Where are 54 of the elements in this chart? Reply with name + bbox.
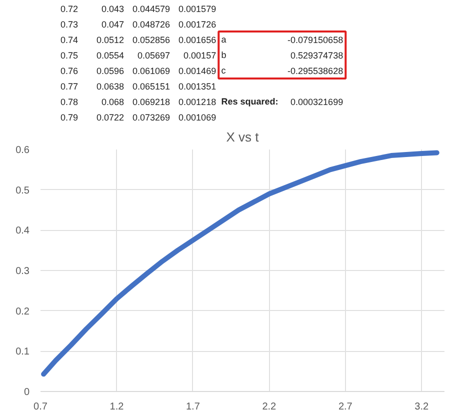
y-tick-label: 0.2 [16, 306, 30, 318]
x-tick-label: 0.7 [34, 402, 48, 412]
x-tick-label: 3.2 [414, 402, 430, 412]
text: 0.0596 [96, 66, 124, 76]
text: -0.295538628 [288, 66, 344, 76]
text: -0.079150658 [288, 35, 344, 45]
text: 0.001218 [178, 97, 216, 107]
text: Res squared: [221, 96, 278, 106]
text: 0.044579 [132, 4, 170, 14]
text: 0.001656 [178, 35, 216, 45]
text: 0.0554 [96, 50, 124, 60]
text: 0.047 [102, 20, 124, 30]
text: 0.72 [60, 4, 78, 14]
text: 0.05697 [138, 50, 170, 60]
text: b [221, 50, 226, 60]
text: 0.043 [102, 4, 124, 14]
x-tick-label: 2.2 [262, 402, 277, 412]
text: 0.001579 [178, 4, 216, 14]
y-tick-label: 0.3 [16, 266, 30, 277]
text: 0.74 [60, 35, 78, 45]
text: 0.052856 [132, 35, 170, 45]
x-tick-label: 1.7 [186, 402, 200, 412]
text: 0.529374738 [290, 50, 344, 60]
text: 0.001351 [178, 82, 216, 92]
y-tick-label: 0.6 [16, 145, 30, 156]
y-tick-label: 0.1 [16, 346, 30, 358]
text: a [221, 34, 226, 44]
text: 0.065151 [132, 82, 170, 92]
text: 0.000321699 [290, 97, 344, 107]
text: 0.0512 [96, 35, 124, 45]
text: 0.78 [60, 97, 78, 107]
text: 0.073269 [132, 112, 170, 122]
text: 0.001726 [178, 20, 216, 30]
text: c [221, 66, 226, 76]
text: 0.061069 [132, 66, 170, 76]
x-tick-label: 1.2 [110, 402, 124, 412]
text: 0.76 [60, 66, 78, 76]
text: 0.75 [60, 50, 78, 60]
text: 0.001069 [178, 112, 216, 122]
x-tick-label: 2.7 [338, 402, 353, 412]
text: 0.001469 [178, 66, 216, 76]
chart-title: X vs t [226, 130, 260, 144]
text: 0.0722 [96, 112, 124, 122]
text: 0.79 [60, 112, 78, 122]
text: 0.77 [60, 82, 78, 92]
text: 0.73 [60, 20, 78, 30]
text: 0.0638 [96, 82, 124, 92]
y-tick-label: 0 [24, 387, 30, 398]
text: 0.00157 [184, 50, 216, 60]
text: 0.048726 [132, 20, 170, 30]
text: 0.068 [102, 97, 124, 107]
text: 0.069218 [132, 97, 170, 107]
y-tick-label: 0.5 [16, 185, 30, 196]
y-tick-label: 0.4 [16, 226, 30, 237]
